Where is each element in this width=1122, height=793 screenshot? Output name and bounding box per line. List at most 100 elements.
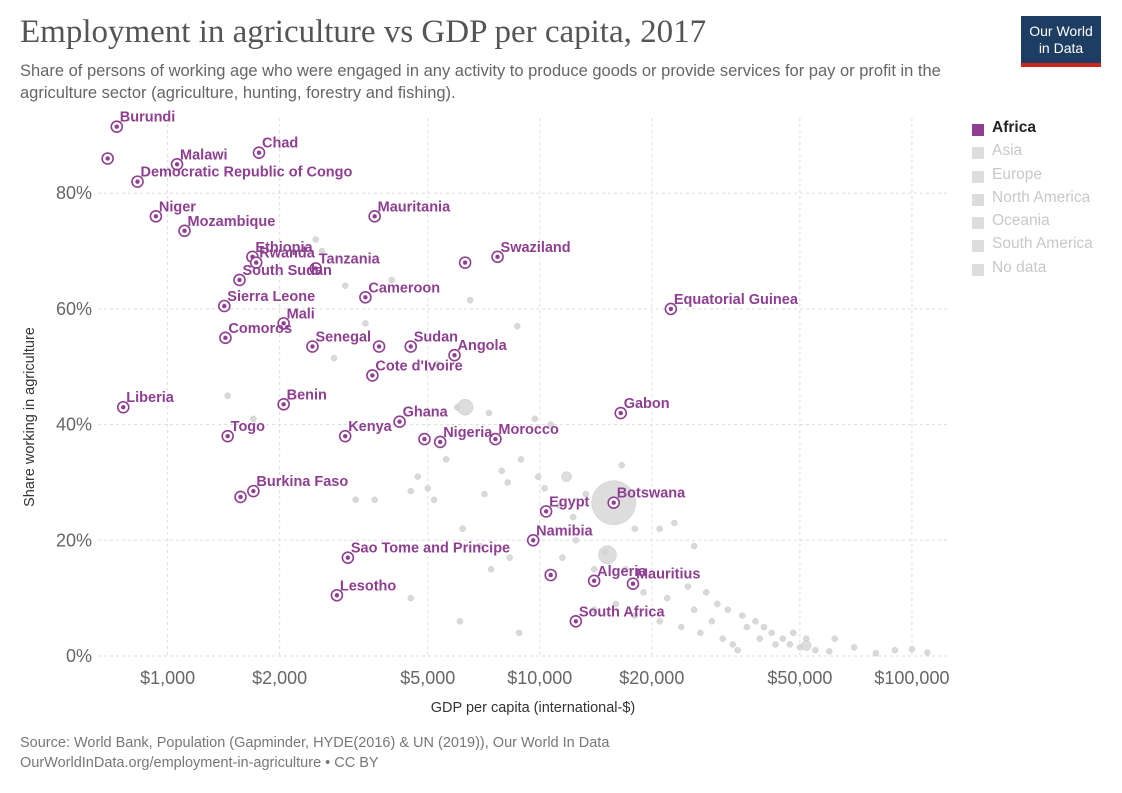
africa-point-center <box>105 156 110 161</box>
other-region-point <box>312 236 319 243</box>
other-region-point <box>719 635 726 642</box>
legend-label: North America <box>992 188 1091 206</box>
africa-point-center <box>121 405 126 410</box>
africa-point-center <box>222 303 227 309</box>
other-region-point <box>631 612 639 619</box>
africa-point-center <box>363 295 368 300</box>
africa-point-center <box>408 344 413 349</box>
y-tick-label: 0% <box>66 646 92 666</box>
africa-point-label: Equatorial Guinea <box>674 292 799 308</box>
other-region-point <box>734 646 741 654</box>
africa-point-label: Togo <box>231 419 265 435</box>
other-region-point <box>851 644 858 651</box>
other-region-point <box>547 421 554 428</box>
scatter-chart: 0% 20% 40% 60% 80% $1,000 $2,000 $5,000 $10,000 $… <box>22 110 949 716</box>
africa-point-label: Lesotho <box>340 578 397 594</box>
other-region-point <box>743 623 751 631</box>
license-link[interactable]: OurWorldInData.org/employment-in-agricul… <box>20 755 379 771</box>
africa-point-label: Mozambique <box>187 214 275 230</box>
africa-point-label: Cote d'Ivoire <box>375 358 462 374</box>
other-region-point <box>678 623 685 631</box>
other-region-point <box>697 629 704 637</box>
other-region-point <box>724 606 732 613</box>
africa-point-center <box>591 578 597 583</box>
other-region-point <box>476 542 484 550</box>
africa-point-center <box>462 260 468 265</box>
africa-point-center <box>452 352 457 358</box>
africa-point-center <box>573 619 579 624</box>
africa-point-center <box>422 436 427 442</box>
other-region-point <box>371 496 378 504</box>
other-region-point <box>739 612 746 619</box>
x-tick-label: $1,000 <box>140 668 195 688</box>
other-region-point <box>714 600 721 608</box>
other-region-point <box>534 473 542 480</box>
africa-point-center <box>397 419 402 424</box>
africa-point-center <box>225 433 230 439</box>
africa-point-center <box>174 162 180 167</box>
other-region-point <box>708 618 716 625</box>
other-region-point <box>812 646 819 654</box>
x-tick-label: $5,000 <box>400 668 455 688</box>
y-tick-label: 40% <box>56 415 92 435</box>
other-region-point <box>341 282 349 290</box>
other-region-point <box>790 629 797 637</box>
other-region-point <box>250 415 257 423</box>
other-region-point <box>702 589 710 596</box>
africa-point-label: Egypt <box>549 494 589 510</box>
africa-point-center <box>153 214 159 219</box>
africa-point-center <box>345 555 351 560</box>
africa-point-label: Namibia <box>536 523 593 539</box>
africa-point-label: Comoros <box>228 321 292 337</box>
africa-point-center <box>223 335 228 341</box>
other-region-point <box>352 496 359 504</box>
africa-point-label: Benin <box>287 387 327 403</box>
africa-point-center <box>238 494 243 500</box>
africa-point-center <box>493 436 498 442</box>
other-region-point <box>690 606 698 613</box>
other-region-point <box>466 296 474 304</box>
africa-point-center <box>281 321 286 326</box>
other-region-point <box>582 490 590 498</box>
africa-point-label: Mali <box>287 306 315 322</box>
africa-point-center <box>543 509 549 514</box>
africa-point-label: Swaziland <box>501 240 571 256</box>
other-region-point <box>572 537 580 544</box>
africa-point-center <box>372 214 377 219</box>
legend-swatch <box>972 147 984 160</box>
other-region-point <box>872 649 880 657</box>
africa-point-label: Ethiopia <box>255 240 313 256</box>
legend-swatch <box>972 124 984 136</box>
africa-point-label: Senegal <box>315 330 371 346</box>
legend-label: Oceania <box>992 212 1050 230</box>
legend-label: South America <box>992 235 1093 253</box>
other-region-point <box>556 502 563 509</box>
africa-point-center <box>237 277 242 283</box>
africa-point-label: Burundi <box>120 110 176 126</box>
africa-point-label: Cameroon <box>368 280 440 296</box>
other-region-point <box>590 606 598 613</box>
other-region-point <box>779 635 787 642</box>
africa-point-label: Mauritius <box>636 567 700 583</box>
africa-point-center <box>281 402 286 407</box>
other-region-point <box>924 649 931 656</box>
other-region-point <box>800 640 812 651</box>
owid-logo[interactable]: Our World in Data <box>1021 16 1101 67</box>
other-region-point <box>684 583 692 590</box>
other-region-point <box>318 247 326 255</box>
africa-point-center <box>310 344 315 349</box>
other-region-point <box>891 646 899 654</box>
africa-point-label: Algeria <box>597 564 647 580</box>
other-region-point <box>786 641 794 648</box>
other-region-point <box>506 554 513 561</box>
africa-point-center <box>495 254 500 260</box>
x-tick-label: $20,000 <box>619 668 684 688</box>
y-axis-title: Share working in agriculture <box>22 327 38 507</box>
africa-point-label: Angola <box>458 338 508 354</box>
africa-point-center <box>182 228 187 234</box>
other-region-point <box>559 554 566 561</box>
africa-point-label: Sao Tome and Principe <box>351 541 510 557</box>
africa-point-center <box>376 344 382 349</box>
other-region-point <box>663 594 671 602</box>
africa-point-label: Kenya <box>348 419 392 435</box>
